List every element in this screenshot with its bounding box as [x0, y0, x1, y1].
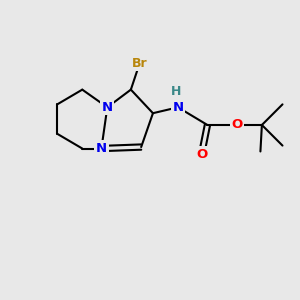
Text: N: N	[172, 101, 184, 114]
Text: H: H	[170, 85, 181, 98]
Text: O: O	[196, 148, 207, 161]
Text: Br: Br	[132, 57, 148, 70]
Text: O: O	[231, 118, 242, 131]
Text: N: N	[102, 101, 113, 114]
Text: N: N	[96, 142, 107, 155]
